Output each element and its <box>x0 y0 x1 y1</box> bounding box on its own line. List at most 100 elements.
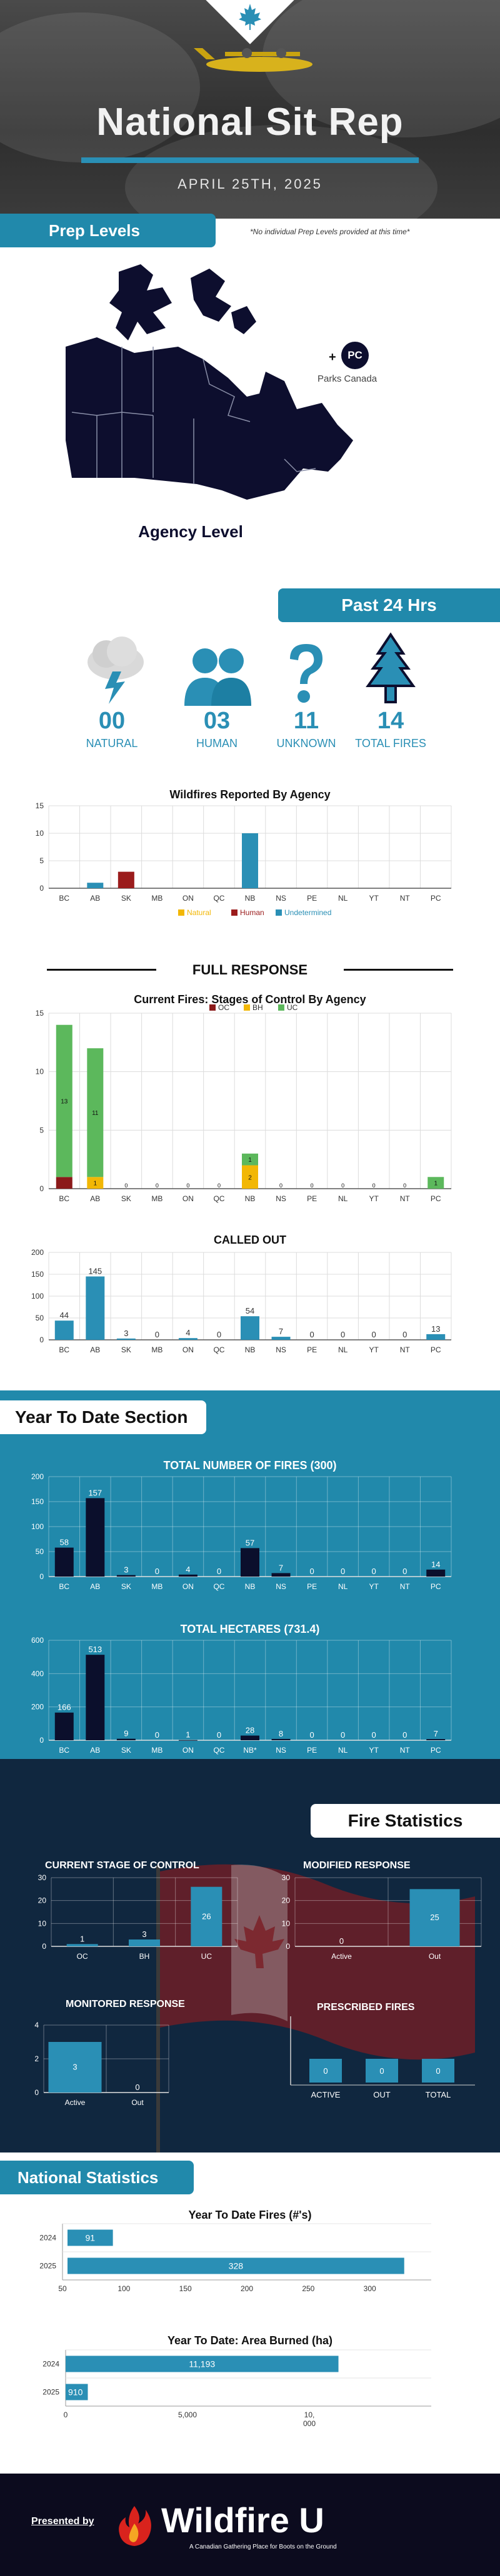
y-tick-label: 2025 <box>42 2388 59 2397</box>
bar-ab <box>86 1655 105 1740</box>
legend-label-human: Human <box>240 908 264 917</box>
prescribed-bar-total <box>422 2059 454 2083</box>
x-tick-label: YT <box>369 1582 379 1591</box>
water-bomber-plane-icon <box>194 48 312 72</box>
ytd-fires-chart: 0 50 100 150 200 BC AB SK MB ON QC NB NS PE NL YT NT PC 58… <box>31 1472 452 1591</box>
data-label: 0 <box>135 2083 139 2092</box>
data-label: 0 <box>155 1330 159 1339</box>
canada-map: Agency Level <box>66 264 353 541</box>
y-tick-label: 0 <box>42 1942 46 1951</box>
bar-nb <box>241 1735 259 1740</box>
page-title: National Sit Rep <box>96 101 404 144</box>
legend-swatch-natural <box>178 909 184 916</box>
parks-canada-badge: PC <box>341 342 369 369</box>
bar-nb <box>241 1548 259 1577</box>
bar-undetermined-ab <box>87 883 104 888</box>
x-tick-label: 50 <box>58 2284 67 2293</box>
y-tick-label: 10 <box>38 1919 47 1928</box>
bar-on <box>178 1338 198 1340</box>
bar-bc <box>54 1320 74 1340</box>
x-tick-label: NB <box>245 1582 256 1591</box>
data-label: 4 <box>186 1565 190 1574</box>
x-tick-label: MB <box>151 1746 162 1755</box>
data-label: 0 <box>341 1567 345 1576</box>
data-label: 910 <box>68 2387 83 2397</box>
x-tick-label: NB <box>245 1345 256 1354</box>
ytd-fires-count-chart: 50 100 150 200 250 300 2024 91 2025 328 <box>39 2223 431 2293</box>
total-fires-count: 14 <box>377 708 404 734</box>
bar-out <box>409 1889 460 1946</box>
data-label: 0 <box>341 1730 345 1740</box>
bar-ns <box>271 1337 291 1340</box>
data-label: 0 <box>402 1567 407 1576</box>
bar-uc-pc <box>428 1177 444 1189</box>
legend-label-undetermined: Undetermined <box>284 908 331 917</box>
reported-by-agency-title: Wildfires Reported By Agency <box>169 788 331 801</box>
maple-leaf-icon <box>239 4 261 30</box>
data-label: 0 <box>309 1730 314 1740</box>
prescribed-fires-title: PRESCRIBED FIRES <box>317 2002 415 2013</box>
monitored-response-title: MONITORED RESPONSE <box>66 1999 185 2009</box>
x-tick-label: MB <box>151 1345 162 1354</box>
x-tick-label: YT <box>369 894 379 903</box>
y-tick-label: 2024 <box>39 2234 56 2242</box>
bar-sk <box>116 1738 136 1740</box>
x-tick-label: SK <box>121 894 131 903</box>
y-tick-label: 2024 <box>42 2360 59 2369</box>
data-label: 1 <box>434 1181 438 1187</box>
x-tick-label: AB <box>90 1746 100 1755</box>
x-tick-label: PE <box>307 1345 317 1354</box>
x-tick-label: AB <box>90 1194 100 1203</box>
data-label: 57 <box>246 1538 254 1547</box>
x-tick-label: ACTIVE <box>311 2090 341 2099</box>
unknown-count: 11 <box>293 708 319 734</box>
parks-canada-label: Parks Canada <box>318 374 378 384</box>
data-label: 2 <box>248 1174 252 1181</box>
bar-undetermined-nb <box>242 833 258 888</box>
x-tick-label: Out <box>131 2098 144 2107</box>
data-label: 54 <box>246 1306 254 1315</box>
flame-logo-icon <box>119 2506 151 2546</box>
data-label: 0 <box>279 1182 282 1189</box>
data-label: 0 <box>341 1330 345 1339</box>
brand-name: Wildfire U <box>161 2500 324 2540</box>
x-tick-label: UC <box>201 1952 212 1961</box>
natural-label: NATURAL <box>86 737 138 750</box>
x-tick-label: 5,000 <box>178 2410 197 2419</box>
stages-of-control-title: Current Fires: Stages of Control By Agen… <box>134 993 366 1006</box>
bar-on <box>178 1574 198 1577</box>
data-label: 13 <box>61 1099 68 1106</box>
human-count: 03 <box>203 708 231 734</box>
x-tick-label: NS <box>276 1746 286 1755</box>
bar-active <box>48 2042 102 2093</box>
ytd-area-burned-chart: 0 5,000 10, 000 2024 11,193 2025 910 <box>42 2349 431 2428</box>
x-tick-label: 100 <box>118 2284 130 2293</box>
reported-by-agency-chart: 0 5 10 15 BC AB SK MB ON QC NB NS PE NL YT NT PC Natural H… <box>36 801 452 917</box>
x-tick-label: NT <box>400 1582 411 1591</box>
x-tick-label: MB <box>151 1194 162 1203</box>
y-tick-label: 0 <box>39 1572 44 1581</box>
tree-icon <box>366 632 416 703</box>
y-tick-label: 4 <box>34 2021 39 2029</box>
x-tick-label: QC <box>213 1582 224 1591</box>
x-tick-label: YT <box>369 1746 379 1755</box>
year-to-date-tab: Year To Date Section <box>0 1400 206 1434</box>
x-tick-label: QC <box>213 894 224 903</box>
x-tick-label: QC <box>213 1746 224 1755</box>
x-tick-label: MB <box>151 894 162 903</box>
y-tick-label: 0 <box>39 884 44 893</box>
bar-bh <box>129 1939 160 1946</box>
x-tick-label: YT <box>369 1194 379 1203</box>
data-label: 0 <box>323 2066 328 2076</box>
data-label: 26 <box>202 1911 211 1921</box>
x-tick-label: Active <box>65 2098 86 2107</box>
data-label: 0 <box>155 1730 159 1740</box>
bar-pc <box>426 1569 446 1577</box>
x-tick-label: QC <box>213 1345 224 1354</box>
bar-bc <box>54 1712 74 1740</box>
bar-ab <box>86 1498 105 1577</box>
hero-banner: National Sit Rep APRIL 25TH, 2025 <box>0 0 500 219</box>
current-stage-title: CURRENT STAGE OF CONTROL <box>45 1860 199 1871</box>
y-tick-label: 15 <box>36 1009 44 1018</box>
